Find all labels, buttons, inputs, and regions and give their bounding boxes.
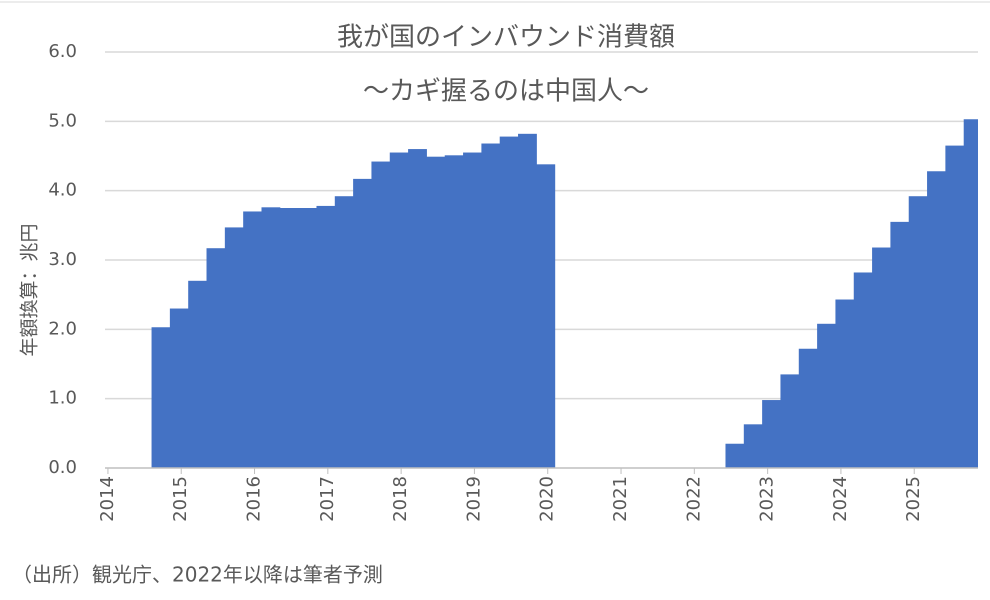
bar: [463, 152, 482, 469]
bar: [243, 211, 262, 468]
bar: [316, 205, 336, 469]
y-tick-label: 2.0: [48, 318, 77, 339]
chart-title: 我が国のインバウンド消費額: [337, 23, 675, 53]
y-tick-label: 3.0: [48, 249, 77, 270]
x-tick-label: 2022: [683, 476, 704, 522]
bar: [743, 424, 763, 468]
bar: [963, 119, 978, 469]
bar: [762, 400, 781, 468]
bar: [444, 155, 464, 468]
bar: [371, 161, 391, 468]
bar: [206, 248, 226, 468]
bar: [408, 149, 427, 469]
bar: [188, 280, 208, 468]
bar: [426, 156, 446, 468]
bar: [151, 327, 171, 468]
y-axis-label: 年額換算：兆円: [19, 223, 41, 356]
bar: [536, 164, 556, 468]
bar: [279, 208, 299, 468]
y-tick-label: 4.0: [48, 180, 77, 201]
bar: [518, 133, 537, 468]
bar: [835, 299, 855, 468]
x-tick-label: 2020: [537, 476, 558, 522]
x-tick-label: 2024: [830, 476, 851, 522]
x-tick-label: 2018: [390, 476, 411, 522]
bar: [298, 208, 317, 468]
bar: [927, 171, 946, 468]
bars: [151, 119, 978, 469]
bar: [169, 308, 189, 468]
bar: [261, 207, 281, 468]
x-tick-label: 2017: [317, 476, 338, 522]
y-tick-label: 1.0: [48, 388, 77, 409]
bar: [499, 136, 519, 468]
x-tick-label: 2015: [170, 476, 191, 522]
bar: [798, 348, 818, 468]
x-tick-label: 2016: [244, 476, 265, 522]
bar: [817, 323, 836, 468]
y-tick-label: 6.0: [48, 41, 77, 62]
x-tick-label: 2023: [757, 476, 778, 522]
bar: [224, 227, 244, 468]
bar: [872, 247, 891, 468]
x-tick-label: 2021: [610, 476, 631, 522]
x-tick-label: 2019: [463, 476, 484, 522]
chart-subtitle: 〜カギ握るのは中国人〜: [363, 77, 649, 107]
axes: 0.0 1.0 2.0 3.0 4.0 5.0 6.0 2014 2015 2016 2017 201…: [48, 41, 978, 522]
x-tick-label: 2025: [903, 476, 924, 522]
bar: [334, 196, 354, 469]
source-note: （出所）観光庁、2022年以降は筆者予測: [12, 563, 383, 587]
x-tick-label: 2014: [97, 476, 118, 522]
y-tick-label: 0.0: [48, 457, 77, 478]
y-tick-label: 5.0: [48, 110, 77, 131]
bar: [780, 374, 800, 468]
bar: [853, 272, 873, 468]
bar: [890, 221, 910, 468]
bar: [908, 196, 928, 469]
bar: [481, 143, 501, 468]
bar: [389, 152, 409, 469]
bar: [353, 178, 372, 468]
bar: [945, 145, 965, 468]
bar: [725, 443, 745, 468]
